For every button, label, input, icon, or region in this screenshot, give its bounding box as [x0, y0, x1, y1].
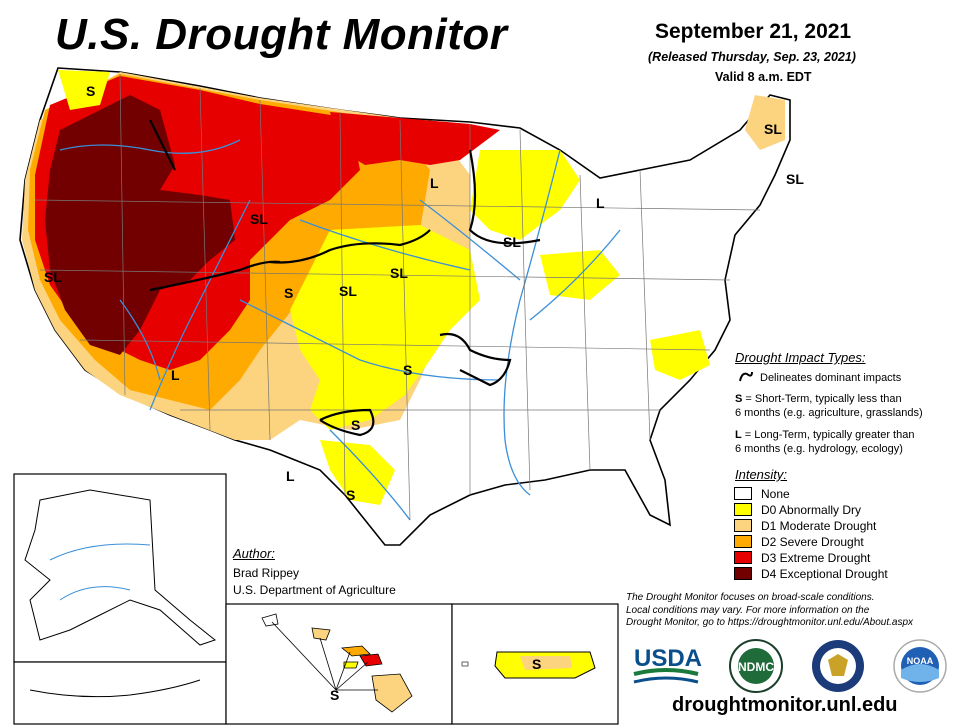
alaska-rivers [49, 543, 151, 601]
impact-short-term-line2: 6 months (e.g. agriculture, grasslands) [735, 407, 923, 419]
svg-text:NOAA: NOAA [907, 656, 934, 666]
long-term-text: = Long-Term, typically greater than [741, 429, 915, 441]
impact-long-term-line2: 6 months (e.g. hydrology, ecology) [735, 443, 903, 455]
map-label-sl-ia: SL [503, 234, 521, 250]
author-name: Brad Rippey [233, 566, 300, 580]
map-title: U.S. Drought Monitor [55, 10, 508, 59]
author-org: U.S. Department of Agriculture [233, 583, 396, 597]
map-label-sl-ca: SL [44, 269, 62, 285]
legend-label-d0: D0 Abnormally Dry [761, 502, 862, 517]
legend-row-d4: D4 Exceptional Drought [734, 566, 888, 581]
map-label-sl-me: SL [764, 121, 782, 137]
legend-label-d4: D4 Exceptional Drought [761, 566, 888, 581]
alaska-shape [24, 489, 217, 646]
legend-row-d2: D2 Severe Drought [734, 534, 864, 549]
disclaimer-line-2: Local conditions may vary. For more info… [626, 604, 870, 616]
d0-northwest-region [58, 70, 110, 110]
map-label-s-pr: S [532, 656, 541, 672]
impact-long-term-line1: L = Long-Term, typically greater than [735, 429, 914, 441]
d4-west-region [45, 95, 235, 355]
puerto-rico-d1 [520, 656, 572, 670]
usda-logo: USDA [633, 645, 702, 684]
impact-short-term-line1: S = Short-Term, typically less than [735, 393, 902, 405]
impact-lines [149, 119, 541, 437]
hawaii-inset [225, 603, 453, 725]
map-date: September 21, 2021 [655, 20, 852, 43]
legend-label-d2: D2 Severe Drought [761, 534, 864, 549]
map-label-sl-ne-coast: SL [786, 171, 804, 187]
legend-label-none: None [761, 486, 790, 501]
legend-row-d1: D1 Moderate Drought [734, 518, 876, 533]
author-title: Author: [233, 546, 275, 561]
swatch-d0 [734, 503, 752, 516]
rivers [59, 139, 621, 521]
noaa-logo: NOAA [893, 639, 947, 693]
d3-plains-region [330, 112, 500, 165]
ndmc-logo: NDMC [729, 639, 783, 693]
map-label-s-wa: S [86, 83, 95, 99]
short-term-key: S [735, 393, 743, 405]
long-term-key: L [735, 429, 742, 441]
swatch-d3 [734, 551, 752, 564]
swatch-d2 [734, 535, 752, 548]
swatch-d4 [734, 567, 752, 580]
d0-midwest-region [470, 150, 580, 240]
map-label-s-ok: S [403, 362, 412, 378]
legend-label-d3: D3 Extreme Drought [761, 550, 871, 565]
map-label-sl-ne: SL [390, 265, 408, 281]
map-label-s-tx-n: S [351, 417, 360, 433]
map-label-l-mi: L [596, 195, 605, 211]
commerce-seal-logo [812, 640, 864, 692]
d0-texas-region [320, 440, 395, 505]
impact-legend-title: Drought Impact Types: [735, 350, 866, 365]
hawaii-islands [261, 613, 413, 713]
map-label-s-tx-s: S [346, 487, 355, 503]
swatch-none [734, 487, 752, 500]
d1-maine-region [745, 95, 785, 150]
legend-row-d3: D3 Extreme Drought [734, 550, 870, 565]
map-label-s-hi: S [330, 687, 339, 703]
website-link[interactable]: droughtmonitor.unl.edu [672, 694, 898, 716]
disclaimer: The Drought Monitor focuses on broad-sca… [626, 592, 956, 630]
puerto-rico-islet [461, 661, 469, 667]
disclaimer-line-3[interactable]: Drought Monitor, go to https://droughtmo… [626, 617, 914, 628]
map-label-l-mn: L [430, 175, 439, 191]
disclaimer-line-1: The Drought Monitor focuses on broad-sca… [626, 592, 875, 603]
short-term-text: = Short-Term, typically less than [742, 393, 902, 405]
legend-label-d1: D1 Moderate Drought [761, 518, 877, 533]
partner-logos: USDA NDMC NOAA [633, 639, 947, 693]
map-label-l-az: L [171, 367, 180, 383]
map-label-s-co: S [284, 285, 293, 301]
map-label-l-tx-w: L [286, 468, 295, 484]
impact-delineates-label: Delineates dominant impacts [760, 372, 902, 384]
valid-time: Valid 8 a.m. EDT [715, 70, 812, 84]
d0-southeast-region [650, 330, 710, 380]
hawaii-pointer-lines [271, 621, 378, 691]
swatch-d1 [734, 519, 752, 532]
map-label-sl-wy: SL [250, 211, 268, 227]
svg-text:USDA: USDA [634, 645, 702, 672]
aleutians-shape [29, 679, 201, 698]
d0-plains-region [290, 225, 480, 430]
release-date: (Released Thursday, Sep. 23, 2021) [648, 50, 856, 64]
legend-row-none: None [734, 486, 790, 501]
state-borders [34, 73, 761, 521]
legend-row-d0: D0 Abnormally Dry [734, 502, 861, 517]
intensity-legend-title: Intensity: [735, 467, 788, 482]
impact-line-glyph [739, 371, 753, 382]
svg-text:NDMC: NDMC [738, 660, 774, 674]
map-label-sl-ks: SL [339, 283, 357, 299]
